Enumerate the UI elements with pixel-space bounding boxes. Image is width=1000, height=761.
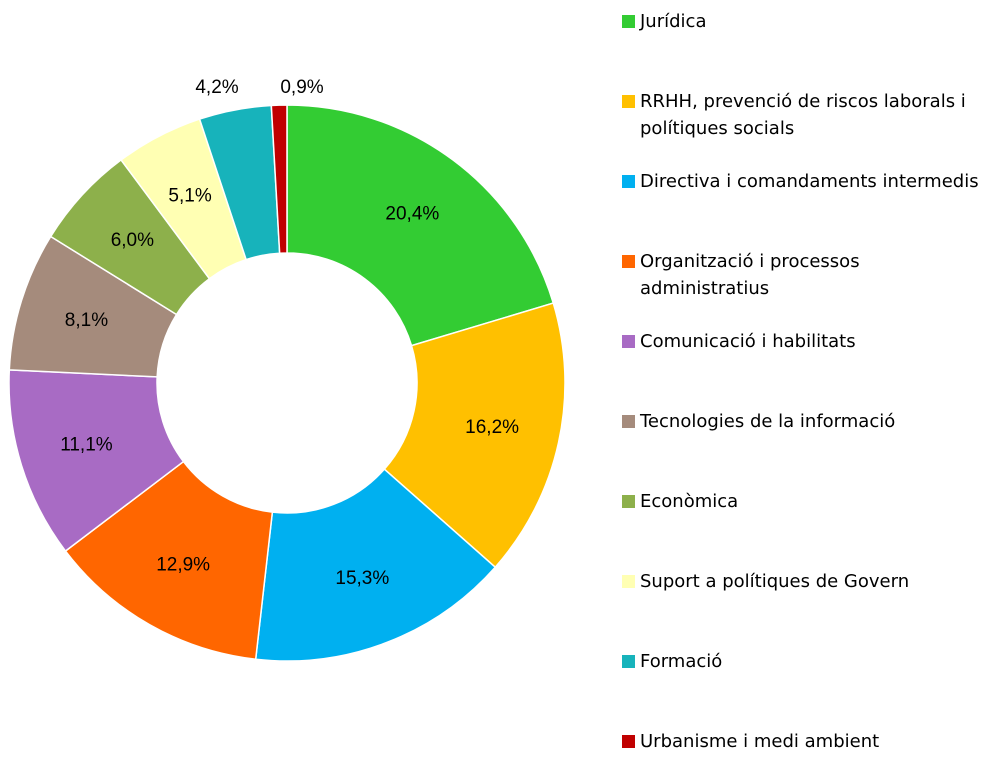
legend-swatch [622,255,635,268]
data-label: 16,2% [465,417,519,438]
legend-swatch [622,735,635,748]
data-label: 20,4% [385,204,439,225]
legend-label: Formació [640,651,723,672]
legend-label: Comunicació i habilitats [640,331,856,352]
donut-slice [64,460,274,661]
legend-swatch [622,175,635,188]
legend-item: Jurídica [622,8,992,35]
legend-label: RRHH, prevenció de riscos laborals i pol… [640,91,966,139]
legend-item: Suport a polítiques de Govern [622,568,992,595]
legend-label: Organització i processos administratius [640,251,860,299]
data-label: 15,3% [335,568,389,589]
data-label: 0,9% [280,77,323,98]
donut-slice [286,104,555,347]
legend-item: Urbanisme i medi ambient [622,728,992,755]
donut-slice [383,302,566,569]
legend-item: Directiva i comandaments intermedis [622,168,992,195]
chart: 20,4% 16,2% 15,3% 12,9% 11,1% 8,1% 6,0% 5,1% 4,2… [8,77,566,662]
legend-label: Urbanisme i medi ambient [640,731,880,752]
legend-swatch [622,95,635,108]
legend-swatch [622,415,635,428]
legend-item: Comunicació i habilitats [622,328,992,355]
data-label: 6,0% [111,230,154,251]
donut-slice [254,468,497,662]
data-label: 5,1% [168,186,211,207]
data-label: 12,9% [156,555,210,576]
legend-label: Directiva i comandaments intermedis [640,171,979,192]
donut-slice [270,104,288,254]
legend-label: Tecnologies de la informació [640,411,896,432]
legend-item: Econòmica [622,488,992,515]
legend-swatch [622,495,635,508]
legend-label: Jurídica [640,11,707,32]
legend-item: Organització i processos administratius [622,248,992,302]
legend-item: RRHH, prevenció de riscos laborals i pol… [622,88,992,142]
legend-swatch [622,575,635,588]
legend-swatch [622,335,635,348]
legend-label: Suport a polítiques de Govern [640,571,910,592]
legend-swatch [622,655,635,668]
legend-item: Formació [622,648,992,675]
legend-swatch [622,15,635,28]
legend-item: Tecnologies de la informació [622,408,992,435]
data-label: 11,1% [60,434,113,455]
data-label: 4,2% [195,77,238,98]
legend-label: Econòmica [640,491,739,512]
data-label: 8,1% [65,310,108,331]
